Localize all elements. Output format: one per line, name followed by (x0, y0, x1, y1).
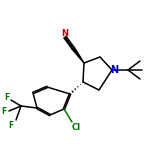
Polygon shape (72, 47, 84, 63)
Text: F: F (4, 93, 10, 102)
Text: F: F (8, 121, 14, 131)
Text: N: N (110, 65, 118, 75)
Text: Cl: Cl (71, 123, 81, 133)
Text: N: N (62, 29, 69, 38)
Text: F: F (1, 107, 7, 116)
